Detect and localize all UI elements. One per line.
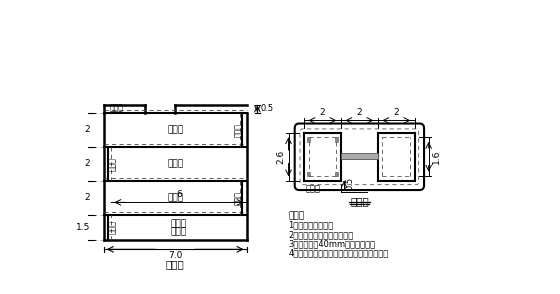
Text: 0.5: 0.5 (260, 104, 273, 113)
Text: 进水口: 进水口 (171, 228, 187, 236)
Text: 2: 2 (84, 126, 90, 134)
Text: 第一层: 第一层 (171, 219, 187, 228)
Bar (307, 137, 310, 142)
Bar (335, 137, 338, 142)
Text: 2、本图为水流向循环示意图: 2、本图为水流向循环示意图 (288, 230, 354, 239)
Text: 0.5: 0.5 (346, 177, 354, 191)
Text: 6: 6 (176, 190, 182, 199)
Text: 4、水流方向自墩底进水口上墩顶循环进水。: 4、水流方向自墩底进水口上墩顶循环进水。 (288, 248, 389, 258)
Text: 进水口: 进水口 (306, 185, 320, 194)
Text: 2: 2 (357, 108, 362, 117)
Text: 水流向: 水流向 (234, 191, 242, 205)
Text: 水流向: 水流向 (234, 123, 242, 137)
FancyBboxPatch shape (295, 123, 424, 190)
Text: 立面图: 立面图 (166, 259, 185, 269)
Text: 2: 2 (320, 108, 325, 117)
Bar (307, 172, 310, 176)
Text: 7.0: 7.0 (168, 251, 183, 260)
Text: 2: 2 (84, 193, 90, 202)
Text: 说明：: 说明： (288, 212, 305, 220)
Text: 水流向: 水流向 (108, 157, 116, 171)
Bar (341, 153, 378, 159)
Text: 出水口: 出水口 (110, 103, 124, 113)
Text: 水流向: 水流向 (108, 220, 116, 234)
Text: 2: 2 (394, 108, 399, 117)
Text: 3、降温管用40mm的钢管加工。: 3、降温管用40mm的钢管加工。 (288, 239, 376, 248)
Text: 第三层: 第三层 (167, 159, 183, 168)
Text: 1、本图单位为米。: 1、本图单位为米。 (288, 221, 334, 230)
Text: 2.6: 2.6 (277, 150, 286, 164)
Text: 第四层: 第四层 (167, 126, 183, 134)
Text: 1.6: 1.6 (432, 150, 441, 164)
Bar (335, 172, 338, 176)
Text: 第二层: 第二层 (167, 193, 183, 202)
Text: 平面图: 平面图 (350, 196, 368, 206)
Text: 1.5: 1.5 (76, 223, 90, 232)
Text: 2: 2 (84, 159, 90, 168)
